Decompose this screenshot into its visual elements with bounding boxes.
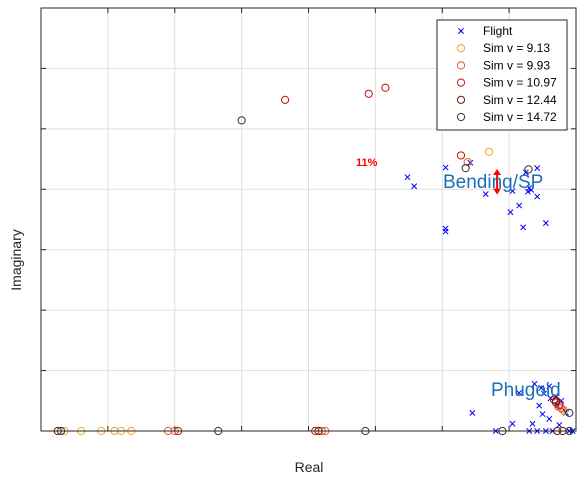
- data-point-circle: [456, 151, 466, 160]
- data-point-circle: [484, 147, 494, 156]
- data-point-x: [509, 188, 516, 195]
- data-point-circle: [461, 164, 470, 173]
- data-point-circle: [381, 83, 390, 92]
- legend-entry-label: Sim v = 14.72: [483, 110, 557, 124]
- annotation-label: Phugoid: [491, 380, 561, 401]
- data-point-x: [536, 402, 543, 409]
- data-point-x: [404, 174, 411, 181]
- data-point-x: [524, 188, 531, 195]
- legend-marker-circle: [456, 95, 466, 104]
- legend-box: [436, 19, 568, 131]
- legend-entry-label: Sim v = 10.97: [483, 76, 557, 90]
- data-point-x: [539, 411, 546, 418]
- arrow-head-down: [493, 188, 502, 195]
- data-point-circle: [463, 157, 472, 167]
- data-point-x: [520, 224, 527, 231]
- data-point-x: [469, 409, 476, 416]
- data-point-x: [534, 165, 541, 172]
- legend: Flight Sim v = 9.13 Sim v = 9.93 Sim v = 10…: [436, 19, 568, 131]
- data-point-x: [534, 193, 541, 200]
- data-point-x: [467, 159, 474, 166]
- data-point-x: [546, 415, 553, 422]
- data-point-x: [546, 383, 553, 390]
- data-point-x: [442, 164, 449, 171]
- legend-entry-label: Sim v = 9.93: [483, 58, 550, 72]
- annotations: Bending/SP Phugoid 11%: [356, 157, 561, 401]
- plot-frame: [40, 7, 577, 432]
- x-axis-label: Real: [295, 459, 324, 475]
- data-point-x: [509, 420, 516, 427]
- legend-entry-label: Flight: [483, 24, 513, 38]
- data-point-circle: [549, 395, 559, 404]
- legend-marker-circle: [456, 61, 466, 70]
- legend-marker-circle: [456, 44, 466, 53]
- legend-entry-label: Sim v = 9.13: [483, 41, 550, 55]
- data-point-x: [556, 422, 563, 428]
- data-point-x: [442, 225, 449, 232]
- annotation-label: 11%: [356, 157, 378, 169]
- data-point-x: [411, 183, 418, 190]
- legend-entry-label: Sim v = 12.44: [483, 93, 557, 107]
- arrow-head-up: [493, 168, 502, 175]
- data-point-circle: [551, 396, 561, 405]
- legend-marker-x: [458, 28, 464, 34]
- data-point-x: [507, 209, 514, 216]
- data-point-x: [542, 220, 549, 227]
- data-point-x: [538, 385, 545, 392]
- data-point-x: [529, 420, 536, 427]
- data-point-x: [531, 380, 538, 387]
- data-point-x: [482, 191, 489, 198]
- data-point-circle: [524, 165, 533, 174]
- legend-marker-circle: [456, 112, 466, 122]
- data-point-x: [540, 390, 547, 397]
- annotation-label: Bending/SP: [443, 172, 543, 193]
- y-axis-label: Imaginary: [8, 229, 24, 290]
- data-point-x: [526, 185, 533, 192]
- data-point-x: [516, 202, 523, 209]
- legend-marker-circle: [456, 78, 466, 87]
- data-point-x: [516, 389, 523, 396]
- data-point-circle: [237, 116, 246, 125]
- data-point-circle: [565, 408, 574, 417]
- data-point-circle: [280, 95, 290, 104]
- data-point-circle: [364, 89, 373, 98]
